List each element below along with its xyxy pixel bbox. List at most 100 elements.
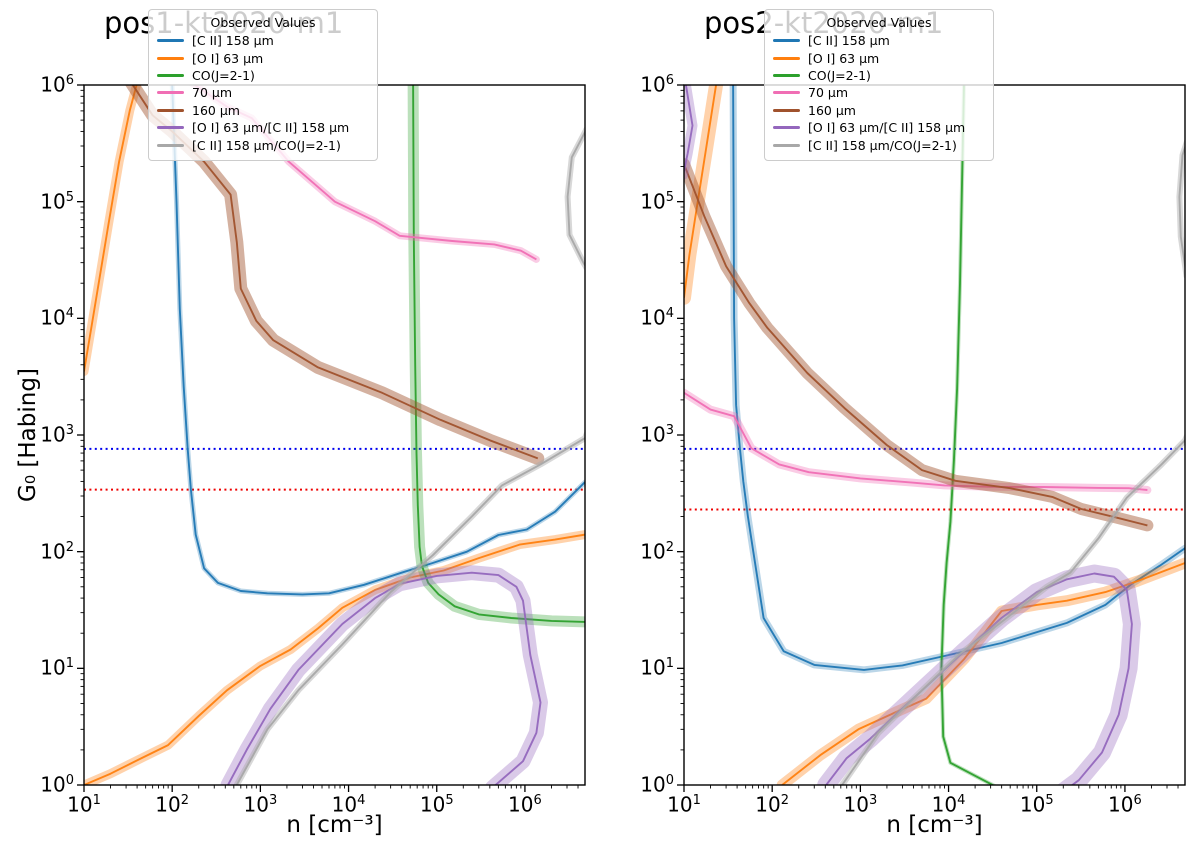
- series-oi-upper-line: [84, 85, 138, 372]
- y-tick-label: 103: [640, 422, 674, 447]
- legend-swatch-line: [157, 126, 184, 130]
- legend-entry-label: [C II] 158 μm: [808, 33, 890, 49]
- legend-entry: CO(J=2-1): [157, 67, 369, 84]
- plot-canvas: [77, 84, 586, 792]
- panel-pos1-kt2020-m1: pos1-kt2020-m1 G₀ [Habing] n [cm⁻³] 1001…: [15, 6, 586, 838]
- legend-entry: 160 μm: [773, 102, 985, 119]
- legend-entry-label: [O I] 63 μm: [808, 50, 880, 66]
- legend-entry: [O I] 63 μm/[C II] 158 μm: [157, 119, 369, 136]
- legend-entry: [O I] 63 μm: [773, 49, 985, 66]
- x-tick-label: 104: [331, 792, 366, 817]
- legend-entry-label: 160 μm: [192, 102, 240, 118]
- y-tick-label: 100: [640, 772, 674, 797]
- series-brown160-line: [684, 163, 1148, 527]
- legend-entry-label: [O I] 63 μm/[C II] 158 μm: [192, 120, 350, 136]
- legend-entry: [C II] 158 μm/CO(J=2-1): [157, 136, 369, 153]
- series-cii-line: [171, 85, 585, 596]
- legend-entry: 70 μm: [157, 84, 369, 101]
- legend-swatch-line: [157, 73, 184, 77]
- series-cii-band: [169, 85, 585, 597]
- x-tick-label: 104: [931, 792, 966, 817]
- x-axis-label: n [cm⁻³]: [286, 812, 383, 838]
- legend-box: Observed Values [C II] 158 μm [O I] 63 μm C…: [148, 9, 378, 161]
- legend-entry-label: CO(J=2-1): [192, 67, 255, 83]
- legend-entry-label: 70 μm: [808, 85, 849, 101]
- legend-swatch-line: [773, 108, 800, 112]
- axes-area: [677, 84, 1186, 792]
- x-tick-label: 106: [1108, 792, 1142, 817]
- series-cii-co-ratio-line: [235, 130, 585, 785]
- series-oi-upper-line: [684, 85, 718, 298]
- legend-entry: [C II] 158 μm: [157, 32, 369, 49]
- legend-swatch-line: [157, 39, 184, 43]
- series-oi-cii-ratio-upper-line: [684, 85, 694, 175]
- legend-entry-label: 160 μm: [808, 102, 856, 118]
- legend-entry: CO(J=2-1): [773, 67, 985, 84]
- series-pink70-line: [684, 391, 1148, 491]
- series-oi-cii-ratio-band: [220, 565, 548, 785]
- x-tick-label: 101: [67, 792, 101, 817]
- legend-swatch-line: [157, 91, 184, 95]
- series-brown160-band: [684, 158, 1154, 532]
- legend-entry: [C II] 158 μm/CO(J=2-1): [773, 136, 985, 153]
- y-tick-label: 106: [640, 72, 674, 97]
- series-oi-cii-ratio-band: [817, 564, 1141, 785]
- legend-swatch-line: [773, 39, 800, 43]
- x-tick-label: 103: [843, 792, 878, 817]
- y-tick-label: 101: [640, 655, 674, 680]
- legend-entry-label: [O I] 63 μm/[C II] 158 μm: [808, 120, 966, 136]
- legend-title: Observed Values: [210, 15, 316, 30]
- legend-title: Observed Values: [826, 15, 932, 30]
- x-tick-label: 103: [243, 792, 278, 817]
- legend-swatch-line: [773, 56, 800, 60]
- y-tick-label: 101: [40, 655, 74, 680]
- legend-entry-label: [O I] 63 μm: [192, 50, 264, 66]
- legend-swatch-line: [773, 143, 800, 147]
- legend-entry: [C II] 158 μm: [773, 32, 985, 49]
- y-tick-label: 100: [40, 772, 74, 797]
- series-co-line: [412, 85, 585, 623]
- legend-swatch-line: [157, 143, 184, 147]
- x-tick-label: 106: [508, 792, 542, 817]
- series-oi-line: [84, 533, 585, 785]
- series-co-line: [940, 85, 995, 785]
- series-cii-co-ratio-line: [841, 144, 1185, 785]
- legend-entry-label: 70 μm: [192, 85, 233, 101]
- x-tick-label: 105: [1019, 792, 1054, 817]
- y-tick-label: 102: [640, 539, 674, 564]
- y-tick-label: 102: [40, 539, 74, 564]
- series-cii-line: [732, 85, 1185, 671]
- x-tick-label: 105: [419, 792, 454, 817]
- axes-frame: [83, 84, 586, 786]
- y-tick-label: 104: [640, 305, 674, 330]
- legend-swatch-line: [773, 73, 800, 77]
- series-oi-cii-ratio-line: [227, 571, 542, 785]
- legend-swatch-line: [157, 56, 184, 60]
- legend-entry-label: [C II] 158 μm: [192, 33, 274, 49]
- legend-entry-label: CO(J=2-1): [808, 67, 871, 83]
- legend-entry: [O I] 63 μm/[C II] 158 μm: [773, 119, 985, 136]
- series-pink70-band: [684, 388, 1152, 494]
- y-tick-label: 106: [40, 72, 74, 97]
- legend-entry-label: [C II] 158 μm/CO(J=2-1): [808, 137, 957, 153]
- series-oi-band: [84, 530, 585, 785]
- legend-swatch-line: [773, 91, 800, 95]
- plot-canvas: [677, 84, 1186, 792]
- y-tick-label: 105: [40, 189, 74, 214]
- y-tick-label: 104: [40, 305, 74, 330]
- legend-entry: [O I] 63 μm: [157, 49, 369, 66]
- legend-entry-label: [C II] 158 μm/CO(J=2-1): [192, 137, 341, 153]
- y-tick-label: 103: [40, 422, 74, 447]
- x-axis-label: n [cm⁻³]: [886, 812, 983, 838]
- x-tick-label: 101: [667, 792, 701, 817]
- y-tick-label: 105: [640, 189, 674, 214]
- legend-entry: 160 μm: [157, 102, 369, 119]
- legend-entry: 70 μm: [773, 84, 985, 101]
- legend-swatch-line: [773, 126, 800, 130]
- axes-area: [77, 84, 586, 792]
- legend-swatch-line: [157, 108, 184, 112]
- panel-pos2-kt2020-m1: pos2-kt2020-m1 n [cm⁻³] 1001011021031041…: [600, 0, 1200, 845]
- x-tick-label: 102: [155, 792, 190, 817]
- x-tick-label: 102: [755, 792, 790, 817]
